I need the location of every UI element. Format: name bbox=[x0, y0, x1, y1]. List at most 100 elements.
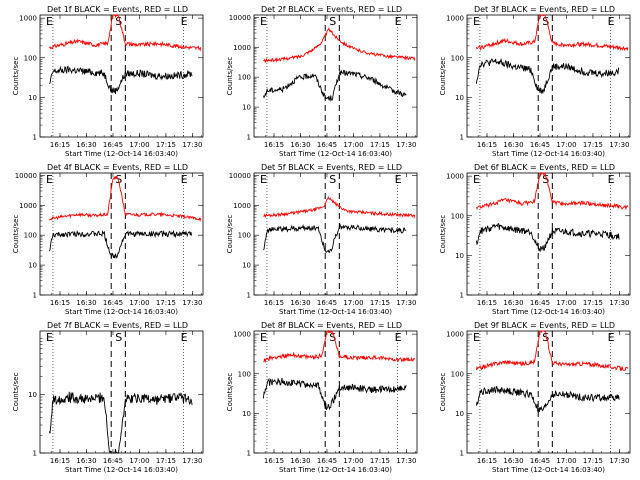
y-tick-label: 1 bbox=[247, 292, 251, 300]
y-tick-label: 10 bbox=[242, 104, 251, 112]
interval-marker-e: E bbox=[395, 173, 402, 186]
panel-5: Det 5f BLACK = Events, RED = LLD 16:15 16:… bbox=[226, 163, 418, 316]
x-tick-label: 16:15 bbox=[50, 457, 70, 465]
interval-marker-e: E bbox=[473, 15, 480, 28]
x-tick-label: 16:45 bbox=[317, 141, 337, 149]
y-tick-label: 1 bbox=[33, 450, 37, 458]
y-tick-label: 10 bbox=[455, 410, 464, 418]
x-axis-label: Start Time (12-Oct-14 16:03:40) bbox=[65, 150, 178, 158]
events-series-line bbox=[262, 377, 407, 411]
events-series-line bbox=[49, 65, 193, 94]
y-tick-label: 1000 bbox=[19, 202, 37, 210]
y-tick-label: 1 bbox=[247, 450, 251, 458]
panel-1: Det 1f BLACK = Events, RED = LLD 16:15 16:… bbox=[12, 5, 204, 158]
interval-marker-e: E bbox=[473, 173, 480, 186]
x-tick-label: 17:00 bbox=[343, 299, 363, 307]
x-axis-label: Start Time (12-Oct-14 16:03:40) bbox=[492, 466, 605, 474]
plot-frame bbox=[39, 330, 204, 454]
lld-series-line bbox=[475, 172, 629, 211]
x-axis-label: Start Time (12-Oct-14 16:03:40) bbox=[279, 308, 392, 316]
events-series-line bbox=[475, 57, 620, 94]
events-series-line bbox=[475, 223, 620, 252]
interval-marker-s: S bbox=[542, 173, 549, 186]
lld-series-line bbox=[263, 26, 416, 64]
x-tick-label: 16:45 bbox=[103, 457, 123, 465]
plot-frame bbox=[253, 14, 418, 138]
y-tick-label: 1000 bbox=[233, 202, 251, 210]
plot-frame bbox=[466, 330, 631, 454]
x-tick-label: 16:15 bbox=[264, 457, 284, 465]
y-tick-label: 10 bbox=[28, 391, 37, 399]
x-tick-label: 17:15 bbox=[156, 299, 176, 307]
events-series-line bbox=[263, 223, 407, 253]
y-tick-label: 100 bbox=[451, 54, 464, 62]
plot-frame bbox=[466, 172, 631, 296]
x-tick-label: 16:30 bbox=[290, 141, 310, 149]
y-tick-label: 10000 bbox=[229, 14, 251, 22]
x-tick-label: 17:30 bbox=[182, 457, 202, 465]
plot-frame bbox=[253, 172, 418, 296]
panel-title: Det 7f BLACK = Events, RED = LLD bbox=[47, 321, 188, 330]
interval-marker-s: S bbox=[115, 173, 122, 186]
x-tick-label: 17:00 bbox=[556, 141, 576, 149]
y-tick-label: 1 bbox=[33, 292, 37, 300]
y-tick-label: 1 bbox=[33, 134, 37, 142]
y-tick-label: 1 bbox=[460, 292, 464, 300]
x-tick-label: 16:45 bbox=[103, 141, 123, 149]
x-tick-label: 16:15 bbox=[50, 299, 70, 307]
x-tick-label: 16:45 bbox=[103, 299, 123, 307]
y-tick-label: 100 bbox=[238, 370, 251, 378]
y-tick-label: 100 bbox=[451, 370, 464, 378]
interval-marker-s: S bbox=[329, 173, 336, 186]
x-axis-label: Start Time (12-Oct-14 16:03:40) bbox=[492, 308, 605, 316]
x-axis-label: Start Time (12-Oct-14 16:03:40) bbox=[279, 466, 392, 474]
y-axis-label: Counts/sec bbox=[12, 57, 20, 96]
x-tick-label: 17:30 bbox=[182, 299, 202, 307]
x-tick-label: 17:00 bbox=[129, 299, 149, 307]
lld-series-line bbox=[263, 195, 416, 219]
interval-marker-e: E bbox=[181, 331, 188, 344]
y-tick-label: 10 bbox=[28, 262, 37, 270]
plot-frame bbox=[39, 14, 204, 138]
y-tick-label: 100 bbox=[24, 54, 37, 62]
panel-title: Det 4f BLACK = Events, RED = LLD bbox=[47, 163, 188, 172]
y-axis-label: Counts/sec bbox=[439, 373, 447, 412]
x-tick-label: 17:00 bbox=[343, 141, 363, 149]
y-axis-label: Counts/sec bbox=[226, 373, 234, 412]
lld-series-line bbox=[475, 330, 629, 372]
panel-3: Det 3f BLACK = Events, RED = LLD 16:15 16:… bbox=[439, 5, 631, 158]
interval-marker-s: S bbox=[115, 331, 122, 344]
x-tick-label: 17:30 bbox=[396, 457, 416, 465]
panel-title: Det 1f BLACK = Events, RED = LLD bbox=[47, 5, 188, 14]
panel-6: Det 6f BLACK = Events, RED = LLD 16:15 16:… bbox=[439, 163, 631, 316]
y-tick-label: 1000 bbox=[19, 15, 37, 23]
y-axis-label: Counts/sec bbox=[226, 57, 234, 96]
x-tick-label: 16:30 bbox=[290, 457, 310, 465]
plot-frame bbox=[39, 172, 204, 296]
x-tick-label: 17:00 bbox=[343, 457, 363, 465]
y-tick-label: 1 bbox=[460, 450, 464, 458]
x-tick-label: 16:15 bbox=[477, 141, 497, 149]
x-tick-label: 17:15 bbox=[370, 457, 390, 465]
x-tick-label: 17:15 bbox=[156, 457, 176, 465]
x-tick-label: 16:30 bbox=[290, 299, 310, 307]
y-tick-label: 1 bbox=[460, 134, 464, 142]
events-series-line bbox=[262, 69, 407, 102]
events-series-line bbox=[48, 391, 193, 455]
interval-marker-s: S bbox=[329, 15, 336, 28]
x-tick-label: 17:30 bbox=[609, 457, 629, 465]
y-tick-label: 1000 bbox=[446, 15, 464, 23]
panel-8: Det 8f BLACK = Events, RED = LLD 16:15 16:… bbox=[226, 321, 418, 474]
interval-marker-s: S bbox=[115, 15, 122, 28]
lld-series-line bbox=[263, 329, 416, 364]
y-tick-label: 10 bbox=[28, 94, 37, 102]
interval-marker-e: E bbox=[46, 15, 53, 28]
y-tick-label: 1000 bbox=[233, 44, 251, 52]
y-axis-label: Counts/sec bbox=[226, 215, 234, 254]
x-tick-label: 16:45 bbox=[530, 299, 550, 307]
x-tick-label: 17:15 bbox=[156, 141, 176, 149]
interval-marker-s: S bbox=[542, 15, 549, 28]
y-tick-label: 1000 bbox=[446, 173, 464, 181]
x-tick-label: 17:30 bbox=[182, 141, 202, 149]
y-tick-label: 10 bbox=[455, 94, 464, 102]
